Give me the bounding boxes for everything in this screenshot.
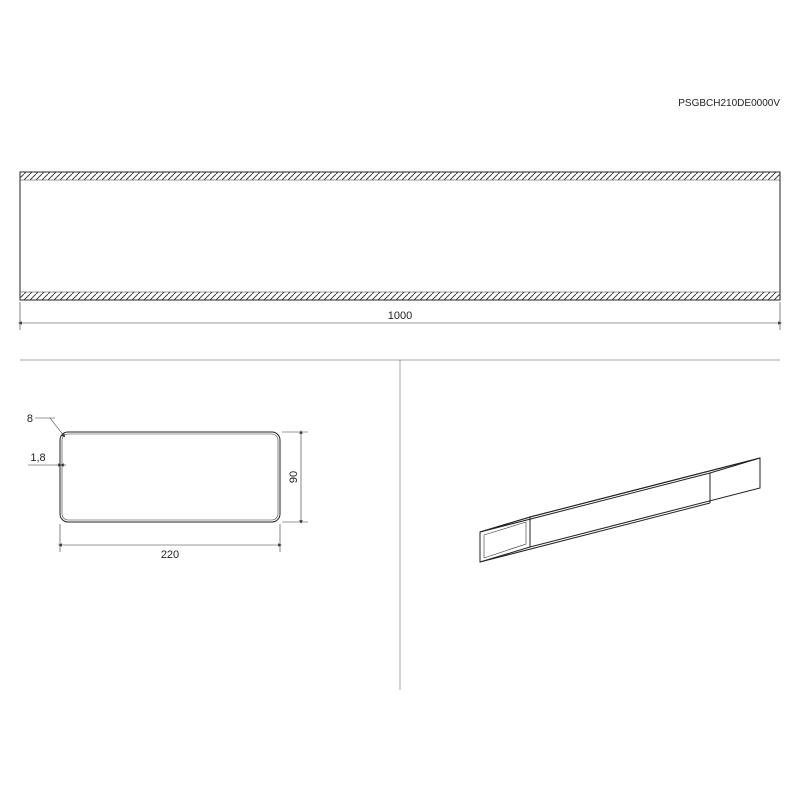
dim-radius-text: 8 (27, 413, 33, 425)
isometric-view (480, 458, 760, 562)
drawing-canvas: PSGBCH210DE0000V (0, 0, 800, 800)
technical-drawing-svg: 1000 220 90 8 (0, 0, 800, 800)
cross-section-view: 220 90 8 1,8 (27, 413, 308, 561)
dim-width-text: 220 (161, 549, 179, 561)
dim-wall-text: 1,8 (30, 452, 45, 464)
dim-length-text: 1000 (388, 310, 412, 322)
dim-height-text: 90 (288, 471, 300, 483)
side-view: 1000 (20, 172, 780, 330)
